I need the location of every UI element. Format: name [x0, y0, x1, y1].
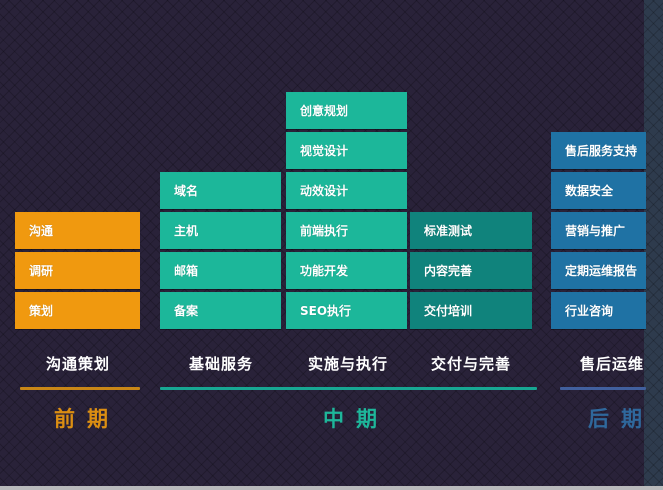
task-box-label: 售后服务支持 — [565, 144, 638, 158]
task-box-basic-services-0: 域名 — [160, 172, 281, 209]
category-label-aftersales-operations: 售后运维 — [579, 355, 645, 373]
task-box-label: 前端执行 — [300, 224, 349, 238]
task-box-label: 行业咨询 — [565, 304, 614, 318]
category-label-basic-services: 基础服务 — [188, 355, 254, 373]
task-box-label: 备案 — [174, 304, 199, 318]
phase-underline-late — [560, 387, 646, 390]
task-box-label: 动效设计 — [300, 184, 349, 198]
task-box-label: 邮箱 — [174, 264, 199, 278]
task-box-delivery-completion-2: 交付培训 — [410, 292, 532, 329]
task-box-label: 标准测试 — [424, 224, 473, 238]
task-box-implementation-execution-2: 动效设计 — [286, 172, 407, 209]
task-box-aftersales-operations-3: 定期运维报告 — [551, 252, 646, 289]
task-box-aftersales-operations-2: 营销与推广 — [551, 212, 646, 249]
task-box-basic-services-3: 备案 — [160, 292, 281, 329]
task-box-label: 营销与推广 — [565, 224, 626, 238]
phase-label-early: 前期 — [54, 407, 120, 431]
task-box-communication-planning-0: 沟通 — [15, 212, 140, 249]
task-box-label: 视觉设计 — [300, 144, 349, 158]
task-box-delivery-completion-0: 标准测试 — [410, 212, 532, 249]
task-box-aftersales-operations-0: 售后服务支持 — [551, 132, 646, 169]
task-box-label: 策划 — [29, 304, 54, 318]
task-box-label: 定期运维报告 — [565, 264, 638, 278]
category-label-communication-planning: 沟通策划 — [45, 355, 111, 373]
task-box-implementation-execution-1: 视觉设计 — [286, 132, 407, 169]
task-box-implementation-execution-5: SEO执行 — [286, 292, 407, 329]
task-box-aftersales-operations-1: 数据安全 — [551, 172, 646, 209]
task-box-implementation-execution-3: 前端执行 — [286, 212, 407, 249]
task-box-implementation-execution-4: 功能开发 — [286, 252, 407, 289]
task-box-label: 功能开发 — [300, 264, 349, 278]
task-box-communication-planning-2: 策划 — [15, 292, 140, 329]
task-box-label: 交付培训 — [424, 304, 473, 318]
phase-underline-early — [20, 387, 140, 390]
category-label-implementation-execution: 实施与执行 — [307, 355, 389, 373]
task-box-label: SEO执行 — [300, 304, 352, 318]
task-box-label: 数据安全 — [565, 184, 614, 198]
task-box-basic-services-1: 主机 — [160, 212, 281, 249]
task-box-label: 调研 — [29, 264, 54, 278]
task-box-delivery-completion-1: 内容完善 — [410, 252, 532, 289]
right-edge-band — [644, 0, 663, 490]
task-box-label: 域名 — [174, 184, 199, 198]
task-box-communication-planning-1: 调研 — [15, 252, 140, 289]
task-box-label: 沟通 — [29, 224, 54, 238]
task-box-label: 创意规划 — [300, 104, 349, 118]
task-box-label: 主机 — [174, 224, 199, 238]
phase-label-late: 后期 — [588, 407, 654, 431]
phase-label-mid: 中期 — [323, 407, 389, 431]
task-box-basic-services-2: 邮箱 — [160, 252, 281, 289]
task-box-label: 内容完善 — [424, 264, 473, 278]
task-box-implementation-execution-0: 创意规划 — [286, 92, 407, 129]
category-label-delivery-completion: 交付与完善 — [430, 355, 512, 373]
bottom-edge-strip — [0, 486, 663, 490]
phase-underline-mid — [160, 387, 537, 390]
task-box-aftersales-operations-4: 行业咨询 — [551, 292, 646, 329]
